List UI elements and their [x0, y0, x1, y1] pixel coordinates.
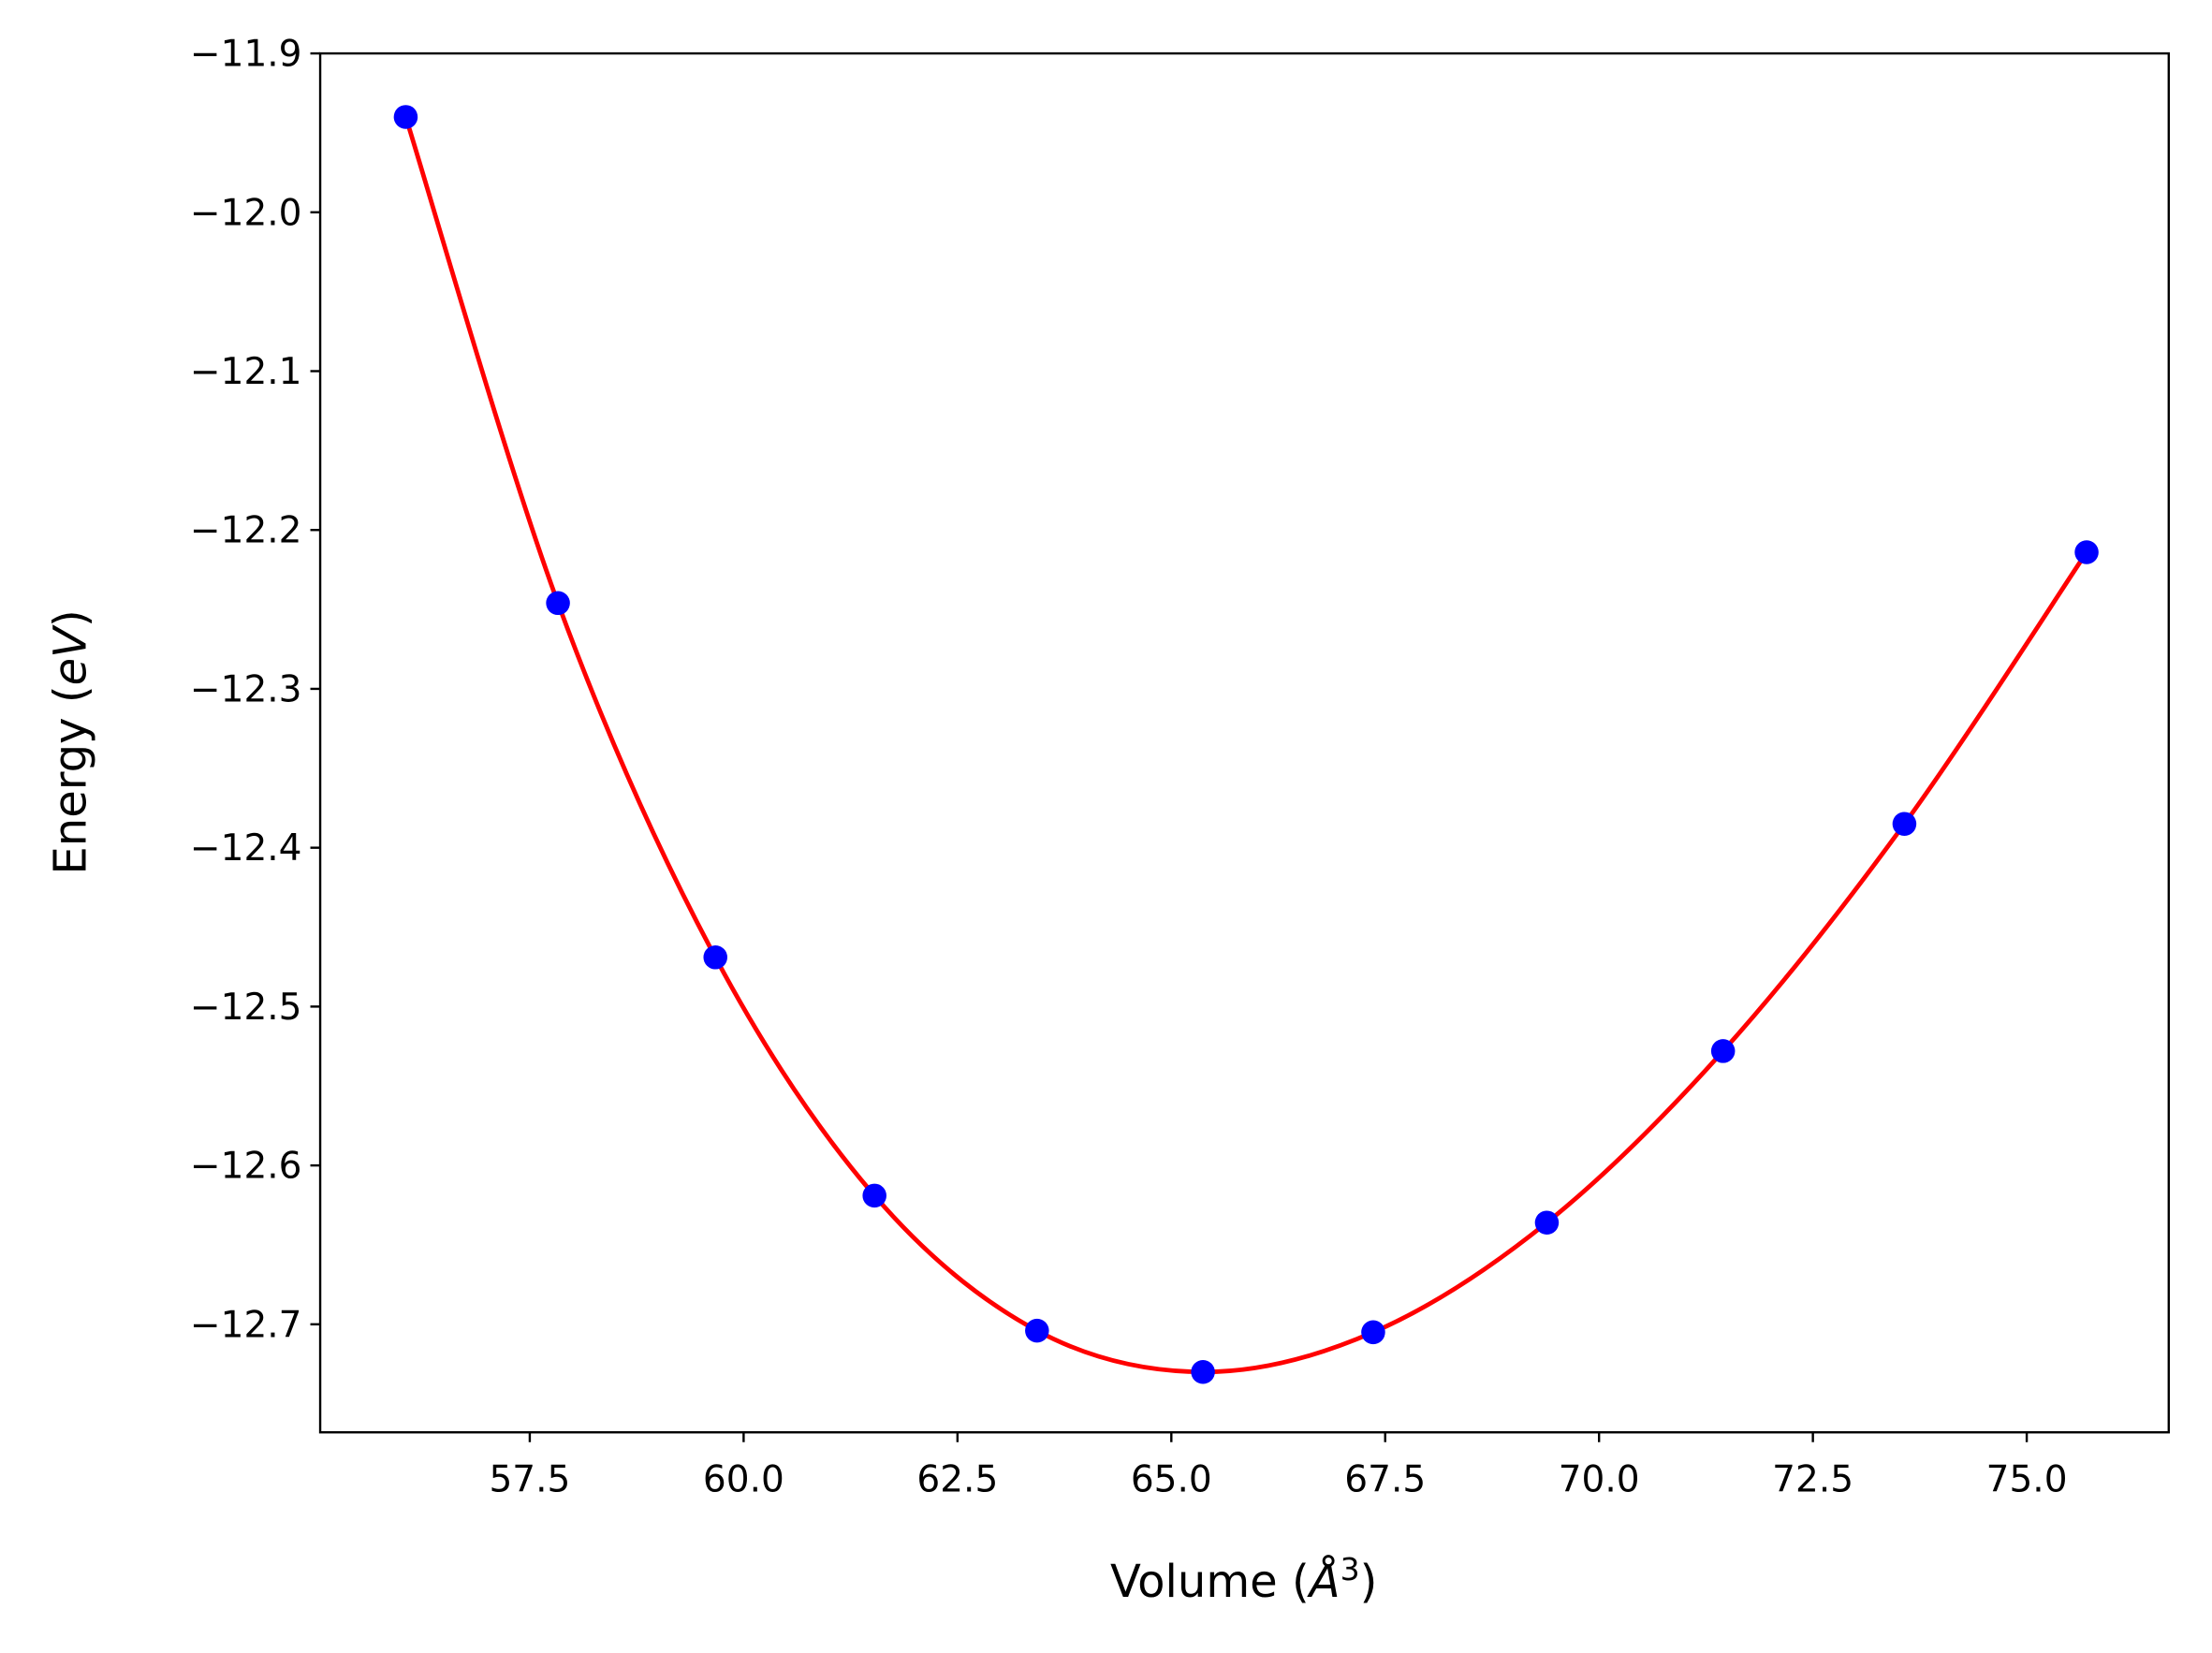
x-tick-label: 72.5 [1772, 1458, 1853, 1500]
data-point [546, 591, 570, 616]
data-point [1361, 1320, 1385, 1345]
plot-frame [318, 51, 2170, 1434]
y-tick-label: −11.9 [190, 34, 302, 76]
y-tick-label: −12.7 [190, 1304, 302, 1346]
data-point [2074, 540, 2099, 564]
data-point [703, 945, 727, 970]
y-tick-label: −12.0 [190, 192, 302, 234]
x-tick-label: 62.5 [916, 1458, 998, 1500]
y-tick-label: −12.2 [190, 510, 302, 552]
y-tick-label: −12.1 [190, 351, 302, 393]
data-point [1534, 1210, 1560, 1235]
x-tick-label: 60.0 [703, 1458, 784, 1500]
data-point [393, 105, 418, 129]
x-tick-label: 70.0 [1559, 1458, 1640, 1500]
y-tick-label: −12.5 [190, 987, 302, 1029]
x-tick-label: 57.5 [489, 1458, 570, 1500]
data-points-layer [393, 105, 2099, 1384]
data-point [862, 1183, 886, 1208]
fit-curve [403, 116, 2089, 1375]
y-axis-label: Energy (eV) [44, 609, 96, 874]
y-tick-label: −12.4 [190, 827, 302, 870]
data-point [1025, 1318, 1049, 1343]
fit-curve-layer [403, 116, 2089, 1375]
data-point [1892, 812, 1917, 836]
x-tick-label: 75.0 [1986, 1458, 2068, 1500]
x-tick-label: 67.5 [1344, 1458, 1426, 1500]
x-tick-label: 65.0 [1131, 1458, 1212, 1500]
y-tick-label: −12.6 [190, 1146, 302, 1188]
data-point [1191, 1359, 1215, 1384]
y-axis-ticks: −11.9 −12.0 −12.1 −12.2 −12.3 −12.4 −12.5 −12.6… [190, 34, 321, 1346]
x-axis-ticks: 57.5 60.0 62.5 65.0 67.5 70.0 72.5 75.0 [489, 1432, 2068, 1500]
data-point [1710, 1039, 1736, 1063]
x-axis-label: Volume (Å3) [1110, 1551, 1377, 1608]
y-tick-label: −12.3 [190, 668, 302, 710]
